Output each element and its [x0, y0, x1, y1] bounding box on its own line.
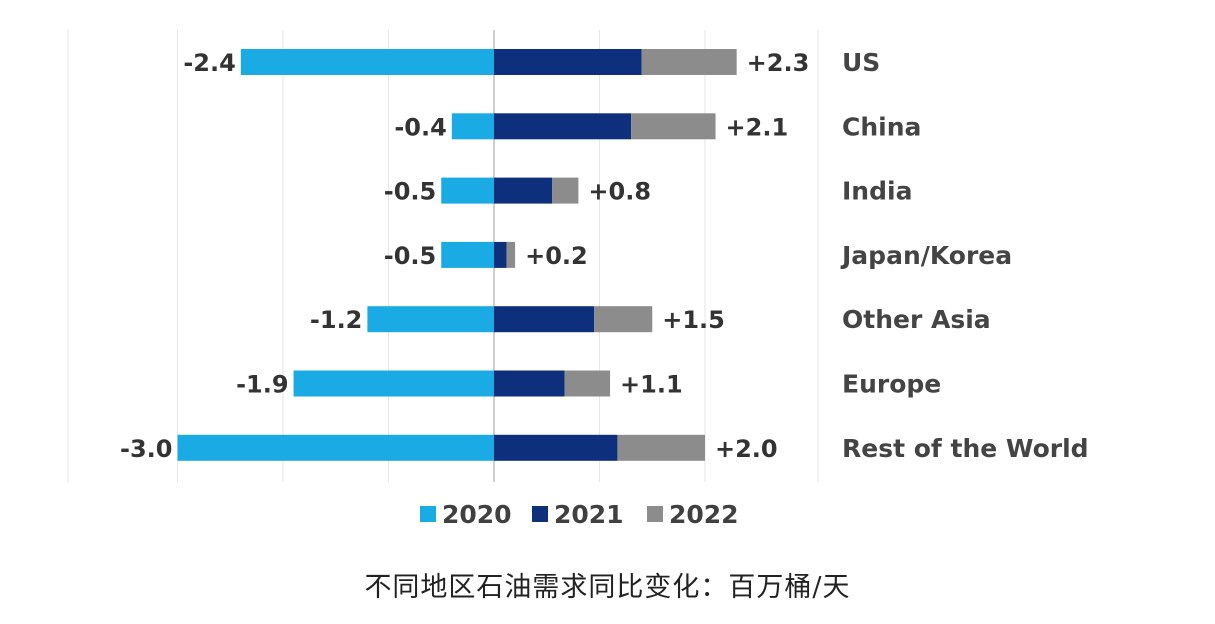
legend-swatch-2020: [420, 506, 436, 522]
negative-value-label: -3.0: [120, 435, 172, 463]
legend: 2020 2021 2022: [420, 500, 739, 529]
bar-2022: [552, 177, 579, 204]
category-label: Rest of the World: [842, 434, 1089, 463]
bar-2021: [494, 113, 632, 140]
negative-value-label: -1.9: [236, 371, 288, 399]
bar-2022: [564, 370, 611, 397]
category-label: US: [842, 48, 880, 77]
bar-2022: [641, 49, 737, 75]
negative-value-label: -0.5: [384, 178, 436, 206]
bars: [177, 49, 737, 461]
category-label: Japan/Korea: [840, 241, 1012, 270]
bar-2022: [594, 306, 653, 333]
positive-value-label: +2.3: [747, 49, 810, 77]
category-label: Other Asia: [842, 305, 991, 334]
negative-value-label: -0.5: [384, 242, 436, 270]
bar-2020: [441, 177, 494, 204]
legend-label-2021: 2021: [554, 500, 624, 529]
positive-value-label: +2.0: [715, 435, 778, 463]
positive-value-label: +0.8: [588, 178, 651, 206]
legend-label-2022: 2022: [669, 500, 739, 529]
legend-swatch-2022: [647, 506, 663, 522]
grid-lines: [67, 30, 819, 482]
legend-swatch-2021: [532, 506, 548, 522]
bar-2020: [451, 113, 494, 140]
negative-value-label: -1.2: [310, 306, 362, 334]
category-label: China: [842, 112, 921, 141]
category-labels: US China India Japan/Korea Other Asia Europe R…: [840, 48, 1089, 463]
positive-value-label: +0.2: [525, 242, 588, 270]
bar-2021: [494, 49, 642, 75]
bar-2020: [177, 434, 494, 461]
chart-caption: 不同地区石油需求同比变化：百万桶/天: [364, 572, 851, 603]
negative-value-label: -0.4: [394, 113, 446, 141]
negative-value-label: -2.4: [183, 49, 235, 77]
bar-2020: [240, 49, 494, 75]
bar-2021: [494, 370, 565, 397]
category-label: India: [842, 177, 912, 206]
legend-label-2020: 2020: [442, 500, 512, 529]
bar-2020: [293, 370, 494, 397]
positive-value-label: +2.1: [726, 113, 789, 141]
value-labels: -2.4 +2.3 -0.4 +2.1 -0.5 +0.8 -0.5 +0.2 -1.2 +1.5…: [120, 49, 809, 463]
bar-2022: [617, 434, 705, 461]
bar-2021: [494, 434, 618, 461]
bar-2022: [631, 113, 716, 140]
bar-2020: [441, 241, 494, 268]
category-label: Europe: [842, 370, 941, 399]
positive-value-label: +1.1: [620, 371, 683, 399]
positive-value-label: +1.5: [662, 306, 725, 334]
bar-2020: [367, 306, 494, 333]
bar-2021: [494, 177, 553, 204]
bar-2021: [494, 241, 507, 268]
bar-2021: [494, 306, 595, 333]
bar-2022: [506, 241, 516, 268]
